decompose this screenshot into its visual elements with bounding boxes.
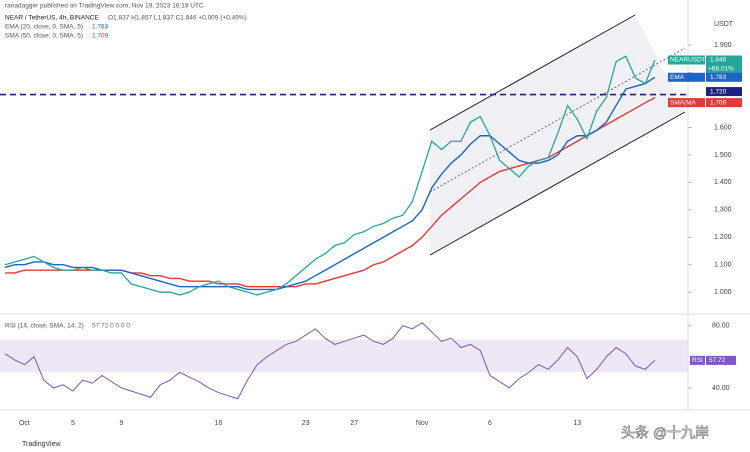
series-tag-label: SMA(MA [670,99,697,106]
rsi-value: 57.72 0 0 0 0 [92,323,130,330]
chart-title: NEAR / TetherUS, 4h, BINANCE [5,15,99,22]
price-line [4,55,656,296]
y-tick-label: 1.400 [714,179,732,186]
x-tick-label: 13 [573,420,581,427]
y-tick-label: 1.100 [714,262,732,269]
rsi-tick-label: 40.00 [712,385,730,392]
y-tick-label: 1.600 [714,124,732,131]
price-tag [706,55,742,65]
x-tick-label: 16 [215,420,223,427]
rsi-tag [706,355,736,365]
y-tick-label: 1.000 [714,289,732,296]
price-tag-value: 1.709 [710,99,727,106]
watermark: 头条 @十九岸 [621,425,709,441]
series-tag-label: NEARUSDT [670,57,706,64]
currency: USDT [714,21,734,28]
rsi-tick-label: 80.00 [712,323,730,330]
x-tick-label: 5 [71,420,75,427]
rsi-tag-value: 57.72 [709,357,726,364]
x-tick-label: 23 [302,420,310,427]
brand: TradingView [22,441,61,448]
channel-upper [429,14,636,131]
x-tick-label: 6 [488,420,492,427]
price-tag [706,98,742,108]
channel-lower [429,111,686,256]
y-tick-label: 1.200 [714,234,732,241]
ma-line [4,76,656,291]
series-tag [668,72,705,82]
price-tag-value: 1.846 [710,57,727,64]
price-tag [706,72,742,82]
rsi-name: RSI [692,357,703,364]
series-tag-label: EMA [670,74,685,81]
x-tick-label: 9 [119,420,123,427]
price-change: +66.01% [708,66,734,73]
y-tick-label: 1.500 [714,152,732,159]
series-tag [668,98,705,108]
x-tick-label: Nov [416,420,429,427]
rsi-name-tag [690,355,705,365]
rsi-line [4,322,656,400]
publisher: ranadagger published on TradingView.com,… [5,3,204,10]
x-tick-label: Oct [19,420,30,427]
x-tick-label: 27 [350,420,358,427]
price-tag [706,87,742,97]
sma-legend: SMA (50, close, 0, SMA, 5) [5,33,83,40]
y-tick-label: 1.900 [714,42,732,49]
rsi-band [0,340,688,372]
channel-mid [429,47,686,193]
y-tick-label: 1.300 [714,207,732,214]
sma-value: 1.709 [92,33,109,40]
ohlc: O1.837 H1.857 L1.837 C1.846 +0.009 (+0.4… [108,15,247,22]
price-tag-value: 1.720 [710,88,727,95]
price-tag-value: 1.783 [710,74,727,81]
ema-legend: EMA (20, close, 0, SMA, 5) [5,24,83,31]
ema-value: 1.783 [92,24,109,31]
series-tag [668,55,705,65]
rsi-legend: RSI (14, close, SMA, 14, 2) [5,323,84,330]
